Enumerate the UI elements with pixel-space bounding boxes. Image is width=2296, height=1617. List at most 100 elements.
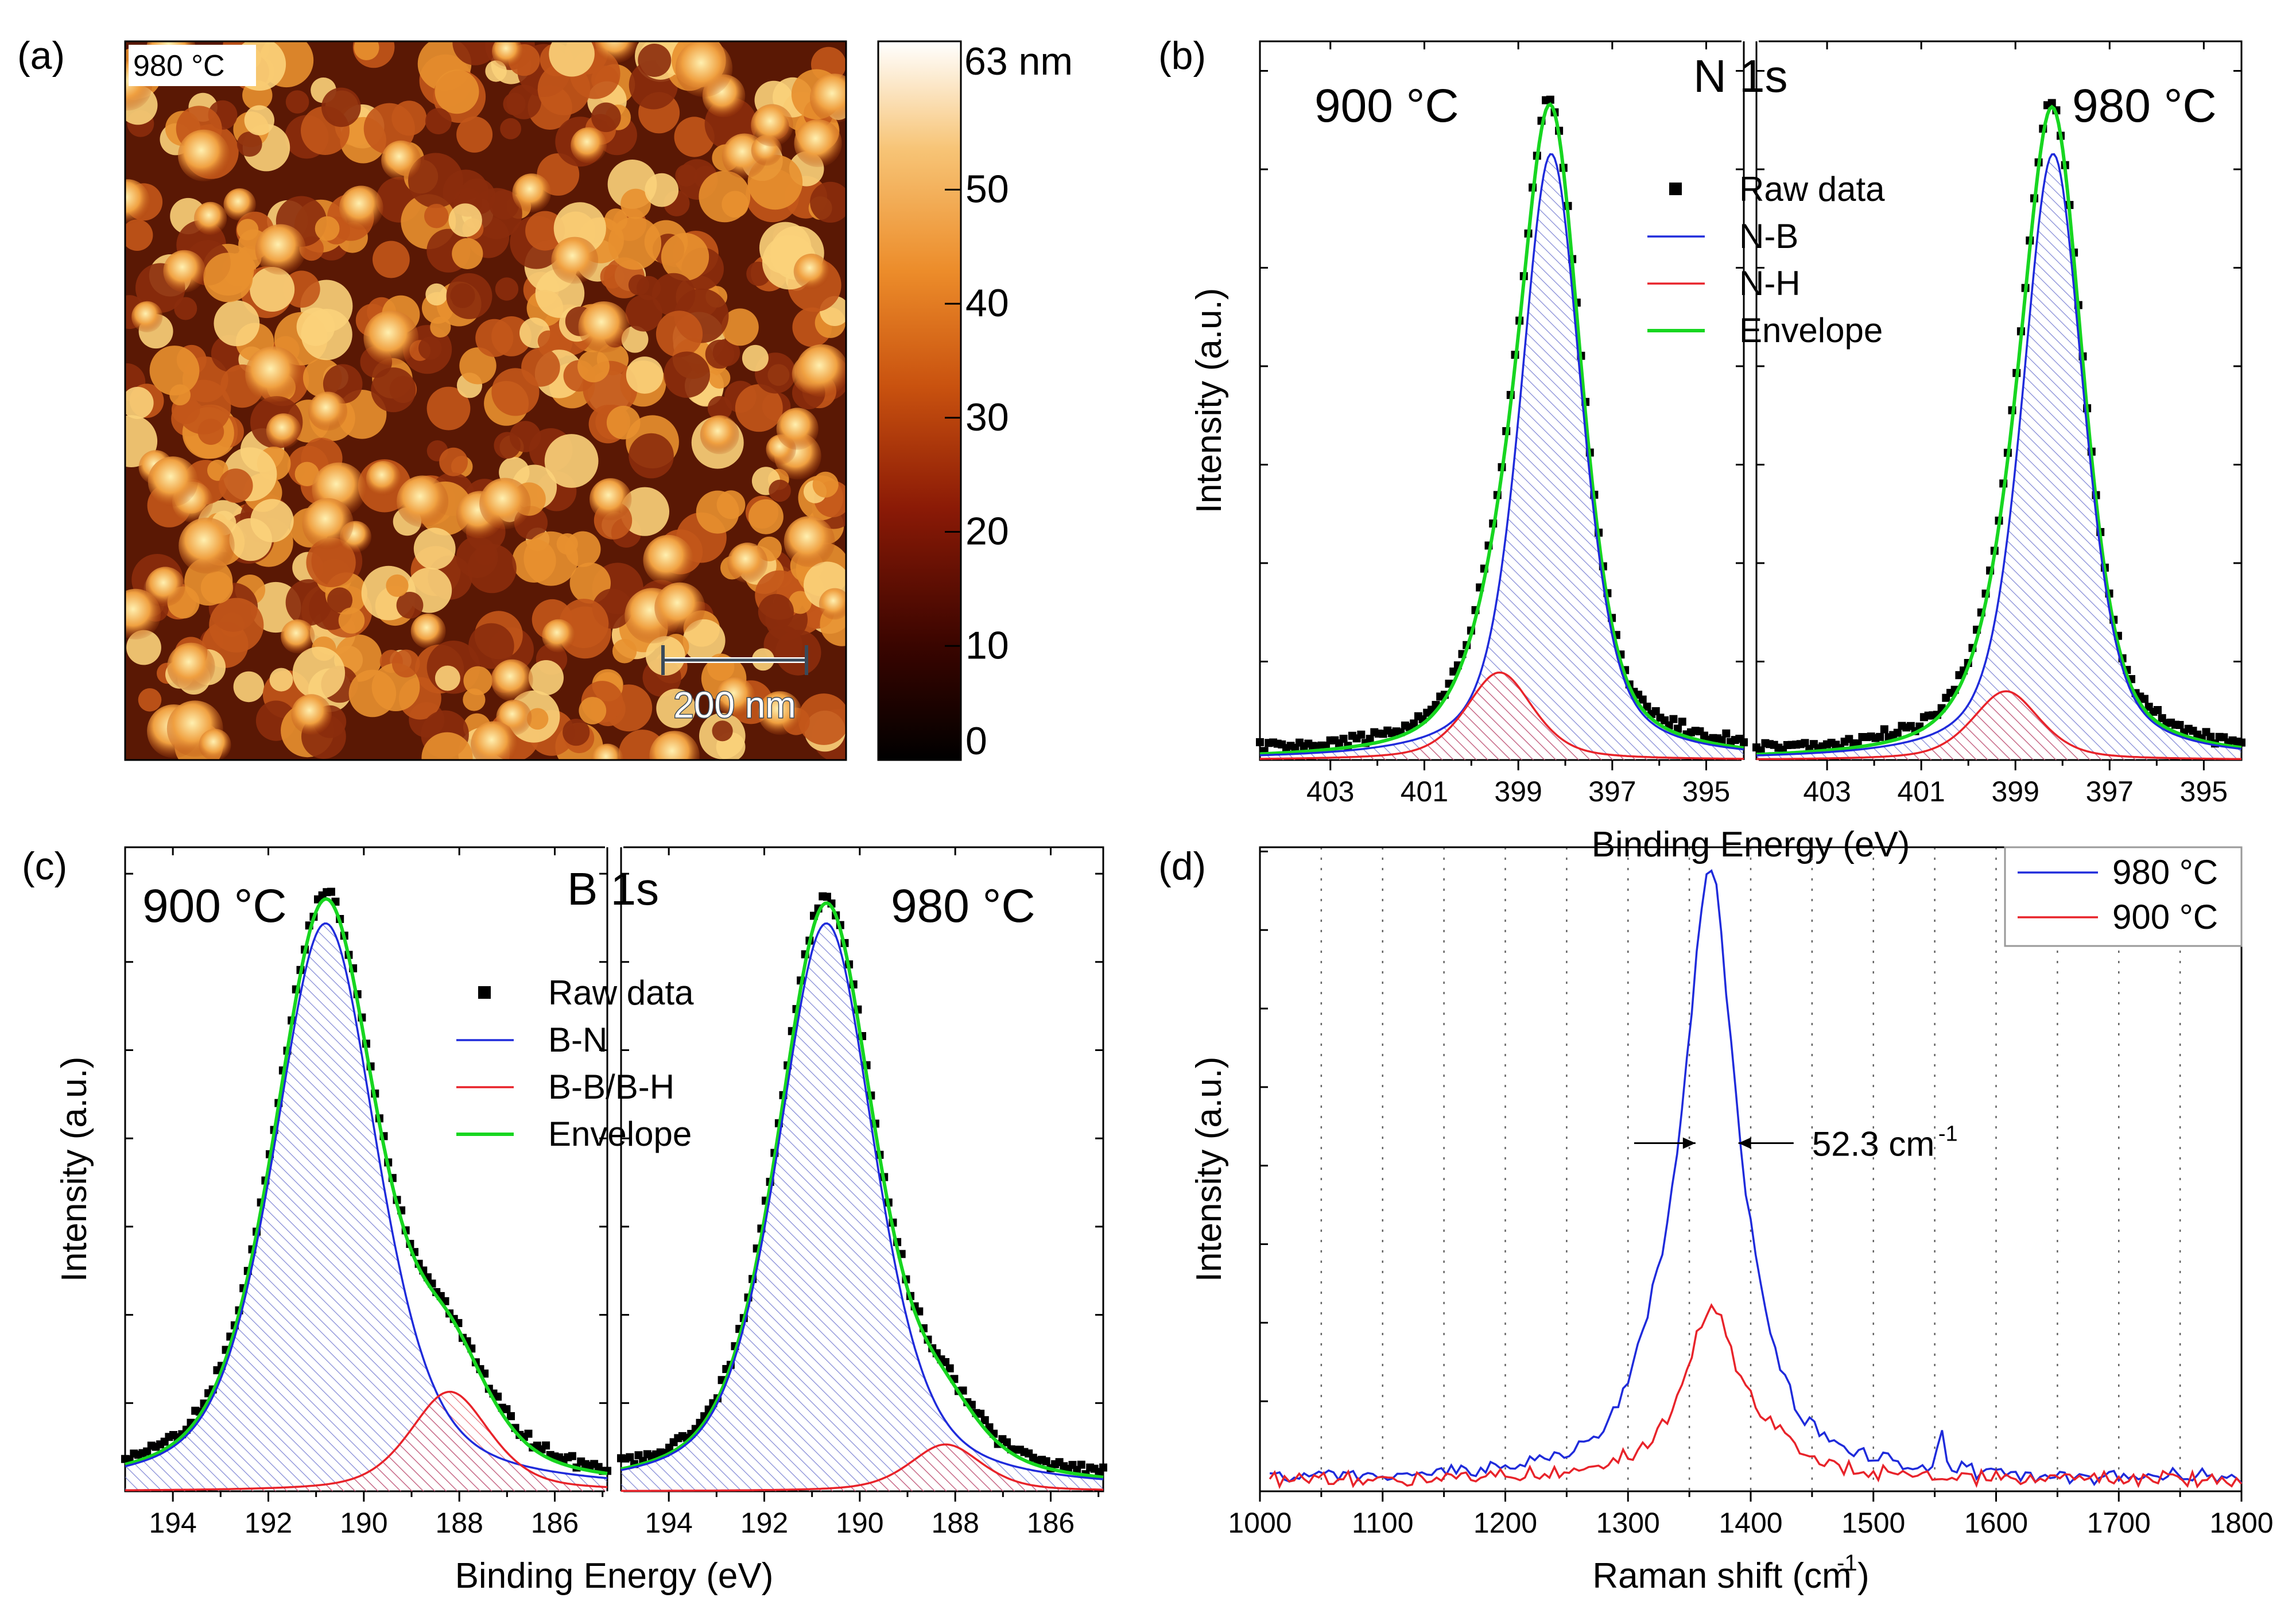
legend-label: Raw data [1739, 170, 1885, 208]
raw-data-point [1651, 707, 1660, 715]
afm-grain [285, 90, 309, 114]
afm-bright-grain [148, 456, 198, 507]
afm-grain [315, 216, 340, 241]
area-B-N [125, 923, 607, 1491]
raw-data-point [1077, 1460, 1085, 1469]
afm-grain [467, 544, 517, 594]
afm-grain [606, 405, 641, 440]
raw-data-point [626, 1453, 634, 1461]
afm-grain [810, 181, 846, 223]
x-tick-label: 399 [1494, 775, 1542, 808]
raw-data-point [976, 1409, 985, 1418]
afm-grain [636, 276, 661, 301]
raw-data-point [1876, 732, 1884, 741]
raw-data-point [1678, 718, 1686, 726]
x-tick-label: 401 [1897, 775, 1945, 808]
fwhm-annotation: 52.3 cm [1812, 1125, 1934, 1164]
afm-bright-grain [339, 185, 383, 230]
raw-data-point [1756, 746, 1765, 755]
x-tick-label: 399 [1991, 775, 2039, 808]
colorbar-tick-label: 50 [965, 167, 1009, 211]
afm-bright-grain [194, 201, 227, 235]
x-tick-label: 397 [1588, 775, 1636, 808]
x-tick-label: 188 [435, 1507, 483, 1539]
afm-grain [664, 351, 710, 398]
y-axis-label: Intensity (a.u.) [1189, 288, 1229, 514]
area-B-B/B-H [125, 1391, 607, 1491]
afm-grain [448, 203, 482, 237]
afm-grain [579, 697, 607, 724]
raw-data-point [1042, 1457, 1050, 1465]
afm-grain [214, 300, 260, 347]
raw-data-point [1410, 719, 1418, 728]
afm-grain [712, 720, 733, 742]
subpanel-temperature-label: 900 °C [142, 880, 287, 932]
raw-data-point [1366, 735, 1374, 743]
raw-data-point [2237, 738, 2245, 747]
afm-grain [682, 619, 726, 662]
legend-marker-raw [478, 986, 491, 999]
afm-grain [563, 719, 590, 746]
afm-bright-grain [178, 129, 230, 181]
afm-bright-grain [796, 344, 846, 397]
afm-grain [626, 356, 664, 394]
legend-label: Envelope [548, 1115, 692, 1153]
raw-data-point [507, 1412, 515, 1421]
series-line-1 [1269, 1303, 2243, 1490]
fwhm-arrowhead-left [1682, 1137, 1696, 1149]
afm-bright-grain [700, 415, 739, 455]
fwhm-arrowhead-right [1738, 1137, 1751, 1149]
x-axis-label-sup: -1 [1837, 1550, 1857, 1576]
afm-grain [425, 283, 448, 306]
afm-bright-grain [125, 179, 150, 224]
afm-grain [236, 131, 262, 157]
raw-data-point [980, 1416, 989, 1425]
x-axis-label: Binding Energy (eV) [455, 1556, 774, 1596]
afm-grain [503, 92, 526, 115]
afm-grain [424, 204, 449, 228]
afm-grain [125, 386, 154, 419]
afm-grain [645, 173, 679, 207]
raw-data-point [2047, 99, 2056, 107]
raw-data-point [327, 887, 335, 896]
afm-grain [439, 447, 468, 476]
afm-bright-grain [308, 391, 347, 431]
afm-grain [699, 170, 751, 223]
x-tick-label: 403 [1803, 775, 1851, 808]
afm-grain [629, 433, 674, 479]
raw-data-point [941, 1358, 950, 1366]
colorbar-tick-label: 20 [965, 510, 1009, 553]
afm-temperature-label: 980 °C [133, 49, 225, 83]
raw-data-point [494, 1393, 502, 1401]
afm-grain [244, 105, 274, 135]
panel-d-raman: 1000 1100 1200 1300 1400 1500 1600 1700 1800 52.3… [1189, 846, 2274, 1596]
afm-grain [620, 188, 651, 219]
area-N-B [1756, 154, 2241, 761]
afm-grain [373, 241, 410, 278]
raw-data-point [1003, 1438, 1011, 1447]
afm-bright-grain [551, 236, 599, 284]
afm-grain [459, 347, 497, 385]
scale-bar: 200 nm [661, 645, 808, 727]
afm-bright-grain [471, 721, 517, 760]
panel-label-c: (c) [22, 844, 67, 888]
afm-grain [174, 297, 197, 320]
afm-bright-grain [266, 413, 301, 449]
x-tick-label: 194 [149, 1507, 196, 1539]
legend-label: B-B/B-H [548, 1068, 674, 1106]
area-N-B [1260, 154, 1744, 761]
afm-bright-grain [758, 691, 802, 735]
afm-bright-grain [571, 127, 607, 164]
afm-bright-grain [302, 498, 354, 550]
x-tick-label: 186 [1027, 1507, 1075, 1539]
y-axis-label: Intensity (a.u.) [55, 1057, 94, 1282]
afm-grain [708, 367, 731, 389]
afm-grain [418, 336, 442, 360]
x-tick-label: 1500 [1841, 1507, 1905, 1539]
afm-grain [446, 273, 492, 319]
legend-label: Raw data [548, 974, 694, 1012]
line-B-B/B-H [621, 1443, 1104, 1492]
raw-data-point [1256, 738, 1264, 746]
x-tick-label: 192 [740, 1507, 788, 1539]
afm-grain [549, 41, 595, 77]
